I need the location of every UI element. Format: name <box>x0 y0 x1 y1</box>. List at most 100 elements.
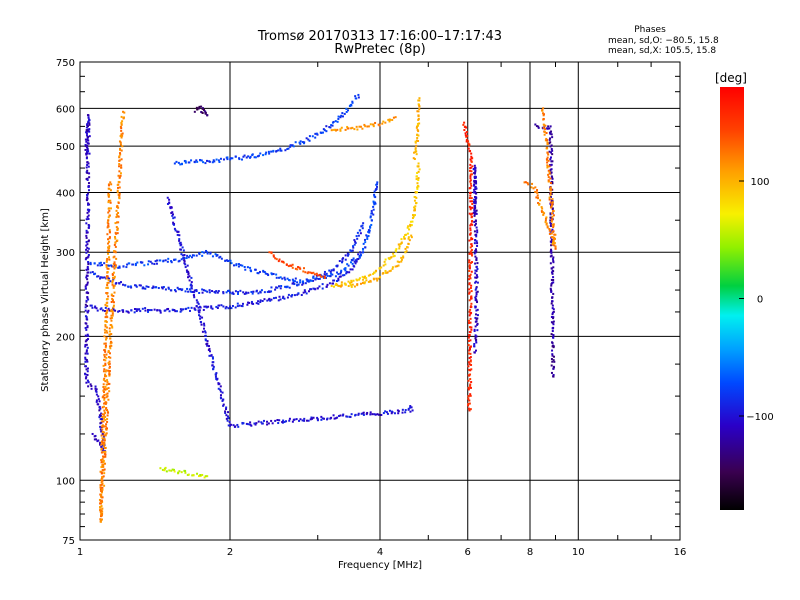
data-point <box>246 303 249 306</box>
data-point <box>409 223 412 226</box>
data-point <box>367 274 370 277</box>
data-point <box>470 173 473 176</box>
data-point <box>99 407 102 410</box>
data-point <box>307 138 310 141</box>
data-point <box>242 155 245 158</box>
data-point <box>394 249 397 252</box>
data-point <box>396 409 399 412</box>
data-point <box>234 306 237 309</box>
data-point <box>109 347 112 350</box>
data-point <box>206 252 209 255</box>
data-point <box>552 375 555 378</box>
data-point <box>383 260 386 263</box>
data-point <box>371 413 374 416</box>
data-point <box>372 201 375 204</box>
data-point <box>195 159 198 162</box>
data-point <box>91 306 94 309</box>
data-point <box>162 285 165 288</box>
data-point <box>310 288 313 291</box>
data-point <box>395 248 398 251</box>
data-point <box>543 133 546 136</box>
data-point <box>357 258 360 261</box>
data-point <box>469 224 472 227</box>
data-point <box>98 400 101 403</box>
data-point <box>325 130 328 133</box>
data-point <box>86 346 89 349</box>
data-point <box>236 423 239 426</box>
data-point <box>86 178 89 181</box>
data-point <box>144 309 147 312</box>
data-point <box>414 140 417 143</box>
data-point <box>470 155 473 158</box>
data-point <box>318 277 321 280</box>
data-point <box>350 285 353 288</box>
data-point <box>186 254 189 257</box>
data-point <box>550 212 553 215</box>
data-point <box>113 255 116 258</box>
data-point <box>299 418 302 421</box>
data-point <box>344 258 347 261</box>
data-point <box>416 184 419 187</box>
data-point <box>101 406 104 409</box>
data-point <box>467 336 470 339</box>
data-point <box>548 232 551 235</box>
data-point <box>312 271 315 274</box>
data-point <box>115 281 118 284</box>
data-point <box>104 462 107 465</box>
data-point <box>104 342 107 345</box>
data-point <box>416 133 419 136</box>
data-point <box>112 278 115 281</box>
data-point <box>99 276 102 279</box>
data-point <box>413 214 416 217</box>
data-point <box>359 251 362 254</box>
data-point <box>101 431 104 434</box>
data-point <box>399 243 402 246</box>
data-point <box>467 140 470 143</box>
data-point <box>115 226 118 229</box>
data-point <box>102 413 105 416</box>
data-point <box>111 314 114 317</box>
data-point <box>470 249 473 252</box>
data-point <box>250 290 253 293</box>
data-point <box>102 435 105 438</box>
data-point <box>86 152 89 155</box>
data-point <box>475 226 478 229</box>
data-point <box>470 238 473 241</box>
data-point <box>111 312 114 315</box>
data-point <box>361 227 364 230</box>
data-point <box>400 260 403 263</box>
data-point <box>104 370 107 373</box>
data-point <box>88 224 91 227</box>
data-point <box>279 147 282 150</box>
data-point <box>95 390 98 393</box>
data-point <box>187 473 190 476</box>
data-point <box>358 125 361 128</box>
data-point <box>107 256 110 259</box>
data-point <box>342 257 345 260</box>
data-point <box>101 512 104 515</box>
data-point <box>550 133 553 136</box>
data-point <box>308 139 311 142</box>
data-point <box>320 415 323 418</box>
data-point <box>99 488 102 491</box>
data-point <box>164 466 167 469</box>
data-point <box>170 212 173 215</box>
data-point <box>201 330 204 333</box>
data-point <box>265 151 268 154</box>
data-point <box>219 157 222 160</box>
data-point <box>270 419 273 422</box>
data-point <box>89 304 92 307</box>
data-point <box>109 199 112 202</box>
data-point <box>356 258 359 261</box>
data-point <box>101 464 104 467</box>
colorbar-tick-label: 0 <box>757 295 763 306</box>
data-point <box>476 242 479 245</box>
data-point <box>551 354 554 357</box>
data-point <box>86 123 89 126</box>
data-point <box>227 424 230 427</box>
data-point <box>104 325 107 328</box>
data-point <box>278 295 281 298</box>
data-point <box>241 302 244 305</box>
data-point <box>537 197 540 200</box>
data-point <box>164 288 167 291</box>
